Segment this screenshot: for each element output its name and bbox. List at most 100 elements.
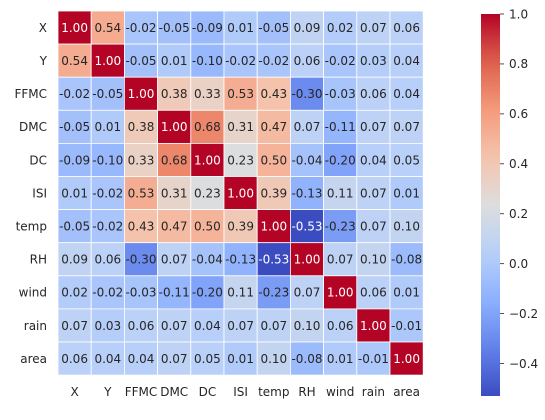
heatmap-value-DMC-area: 0.07 [393,120,420,134]
heatmap-value-DMC-X: -0.05 [59,120,90,134]
heatmap-value-FFMC-wind: -0.03 [325,87,356,101]
heatmap-cell-X-ISI [223,10,258,45]
y-tick-label-DMC: DMC [19,120,47,134]
heatmap-cell-temp-rain [356,209,391,244]
heatmap-value-temp-Y: -0.02 [92,219,123,233]
heatmap-value-rain-FFMC: 0.06 [128,319,155,333]
heatmap-cell-X-rain [356,10,391,45]
heatmap-value-RH-Y: 0.06 [94,253,121,267]
heatmap-value-ISI-X: 0.01 [61,186,88,200]
heatmap-cell-wind-area [389,275,424,310]
heatmap-cell-DMC-wind [323,109,358,144]
heatmap-cell-rain-wind [323,308,358,343]
colorbar-tick-label-0: −0.4 [509,357,538,371]
heatmap-value-RH-FFMC: -0.30 [125,253,156,267]
heatmap-cell-temp-DMC [157,209,192,244]
heatmap-cell-DC-DMC [157,142,192,177]
heatmap-value-ISI-wind: 0.11 [327,186,354,200]
x-tick-label-DMC: DMC [160,385,188,399]
heatmap-value-temp-X: -0.05 [59,219,90,233]
heatmap-cell-DC-area [389,142,424,177]
heatmap-value-Y-area: 0.04 [393,54,420,68]
heatmap-value-Y-DMC: 0.01 [161,54,188,68]
heatmap-value-DC-temp: 0.50 [260,153,287,167]
heatmap-cell-Y-wind [323,43,358,78]
heatmap-value-wind-ISI: 0.11 [227,286,254,300]
heatmap-value-RH-DMC: 0.07 [161,253,188,267]
heatmap-cell-DC-rain [356,142,391,177]
heatmap-value-FFMC-area: 0.04 [393,87,420,101]
heatmap-value-area-FFMC: 0.04 [128,352,155,366]
colorbar-tick-label-6: 0.8 [509,57,528,71]
heatmap-cells [57,10,424,376]
heatmap-value-RH-wind: 0.07 [327,253,354,267]
heatmap-value-X-DC: -0.09 [192,21,223,35]
y-tick-label-RH: RH [30,253,47,267]
heatmap-cell-RH-RH [289,242,324,277]
heatmap-cell-area-X [57,341,92,376]
heatmap-value-wind-temp: -0.23 [258,286,289,300]
heatmap-value-DC-X: -0.09 [59,153,90,167]
heatmap-cell-temp-temp [256,209,291,244]
heatmap-cell-area-DC [190,341,225,376]
heatmap-value-DC-FFMC: 0.33 [128,153,155,167]
heatmap-value-DC-Y: -0.10 [92,153,123,167]
heatmap-value-FFMC-DC: 0.33 [194,87,221,101]
heatmap-value-RH-X: 0.09 [61,253,88,267]
heatmap-value-wind-DC: -0.20 [192,286,223,300]
heatmap-value-temp-DMC: 0.47 [161,219,188,233]
heatmap-value-Y-temp: -0.02 [258,54,289,68]
heatmap-cell-area-RH [289,341,324,376]
x-tick-label-Y: Y [103,385,112,399]
heatmap-value-ISI-ISI: 1.00 [227,186,254,200]
heatmap-value-temp-RH: -0.53 [291,219,322,233]
colorbar-tick-label-3: 0.2 [509,207,528,221]
heatmap-cell-temp-X [57,209,92,244]
heatmap-value-rain-area: -0.01 [391,319,422,333]
heatmap-cell-DMC-temp [256,109,291,144]
heatmap-value-ISI-DC: 0.23 [194,186,221,200]
heatmap-value-Y-wind: -0.02 [325,54,356,68]
heatmap-value-area-DMC: 0.07 [161,352,188,366]
heatmap-value-Y-X: 0.54 [61,54,88,68]
heatmap-cell-DC-ISI [223,142,258,177]
heatmap-cell-temp-RH [289,209,324,244]
heatmap-cell-area-rain [356,341,391,376]
heatmap-cell-DMC-DMC [157,109,192,144]
heatmap-value-FFMC-ISI: 0.53 [227,87,254,101]
heatmap-value-X-X: 1.00 [61,21,88,35]
heatmap-value-ISI-FFMC: 0.53 [128,186,155,200]
heatmap-cell-X-X [57,10,92,45]
heatmap-cell-rain-FFMC [124,308,159,343]
heatmap-cell-RH-ISI [223,242,258,277]
colorbar-tick-label-5: 0.6 [509,107,528,121]
heatmap-value-DC-wind: -0.20 [325,153,356,167]
heatmap-cell-X-area [389,10,424,45]
colorbar: −0.4 −0.2 0.0 0.2 0.4 0.6 0.8 1.0 [481,7,538,396]
x-tick-label-wind: wind [326,385,354,399]
x-tick-label-area: area [393,385,420,399]
heatmap-value-wind-FFMC: -0.03 [125,286,156,300]
heatmap-value-DC-DC: 1.00 [194,153,221,167]
heatmap-cell-FFMC-wind [323,76,358,111]
heatmap-cell-FFMC-ISI [223,76,258,111]
heatmap-cell-DC-Y [90,142,125,177]
heatmap-cell-FFMC-area [389,76,424,111]
heatmap-cell-ISI-DMC [157,176,192,210]
heatmap-cell-FFMC-X [57,76,92,111]
heatmap-value-area-ISI: 0.01 [227,352,254,366]
heatmap-value-rain-ISI: 0.07 [227,319,254,333]
y-axis-tick-labels: X Y FFMC DMC DC ISI temp RH wind rain area [14,21,47,366]
heatmap-cell-temp-area [389,209,424,244]
heatmap-cell-Y-FFMC [124,43,159,78]
y-tick-label-ISI: ISI [32,186,47,200]
heatmap-value-area-wind: 0.01 [327,352,354,366]
heatmap-value-RH-ISI: -0.13 [225,253,256,267]
heatmap-value-area-area: 1.00 [393,352,420,366]
heatmap-value-ISI-rain: 0.07 [360,186,387,200]
heatmap-cell-rain-RH [289,308,324,343]
heatmap-cell-temp-Y [90,209,125,244]
heatmap-cell-temp-FFMC [124,209,159,244]
heatmap-cell-wind-temp [256,275,291,310]
